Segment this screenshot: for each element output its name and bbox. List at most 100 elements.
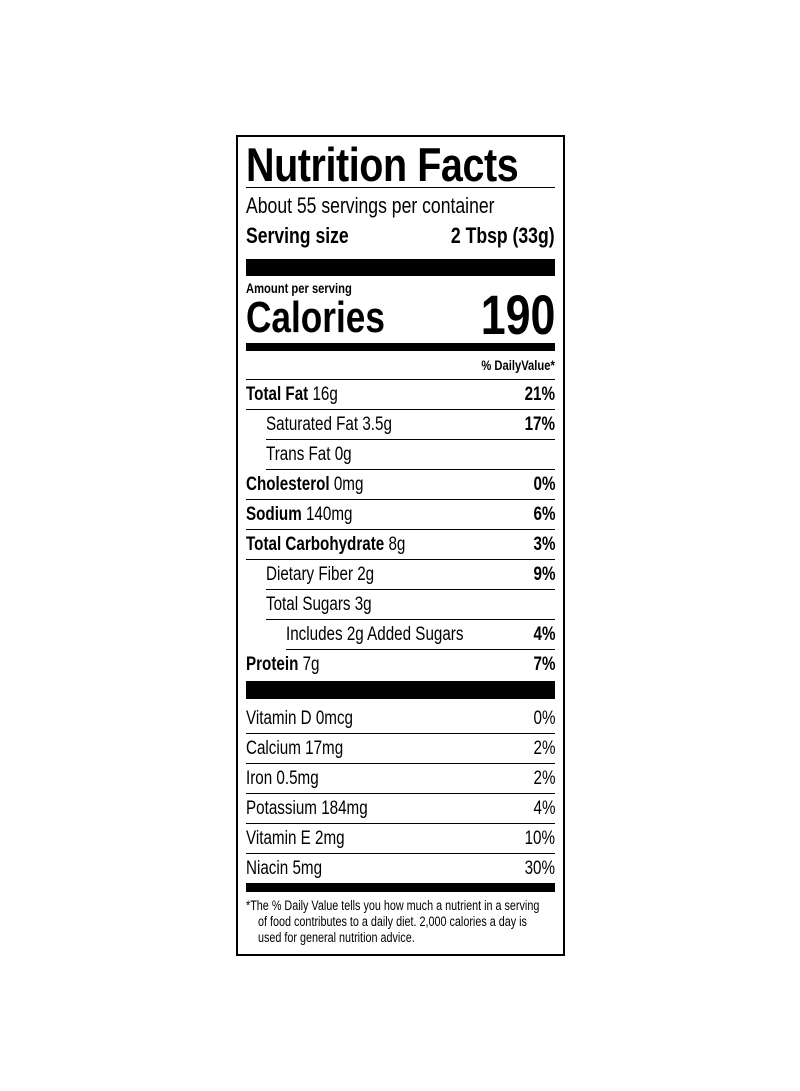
nutrient-label: Sodium xyxy=(246,504,302,525)
nutrient-amount: 3.5g xyxy=(362,414,392,435)
daily-value-text: 4% xyxy=(533,798,555,819)
nutrient-row: Dietary Fiber 2g 9% xyxy=(266,560,555,590)
nutrient-daily-value: 17% xyxy=(517,410,555,440)
vitamin-daily-value: 4% xyxy=(528,794,555,824)
serving-size-label-text: Serving size xyxy=(246,223,349,248)
vitamin-label: Vitamin E xyxy=(246,828,311,849)
label-title: Nutrition Facts xyxy=(246,139,570,191)
nutrient-amount: 8g xyxy=(388,534,406,555)
nutrient-daily-value: 7% xyxy=(528,650,555,680)
nutrient-row: Trans Fat 0g xyxy=(266,440,555,470)
thick-bar xyxy=(246,681,555,699)
daily-value-header-text: % DailyValue* xyxy=(481,357,555,373)
vitamin-daily-value: 30% xyxy=(517,854,555,884)
daily-value-text: 7% xyxy=(533,654,555,675)
daily-value-text: 9% xyxy=(533,564,555,585)
nutrient-daily-value: 6% xyxy=(528,500,555,530)
daily-value-text: 3% xyxy=(533,534,555,555)
nutrient-amount: 0mg xyxy=(333,474,364,495)
daily-value-text: 6% xyxy=(533,504,555,525)
vitamin-label: Potassium xyxy=(246,798,317,819)
footnote-line: of food contributes to a daily diet. 2,0… xyxy=(246,914,555,930)
calories-label: Calories xyxy=(246,293,420,343)
daily-value-text: 0% xyxy=(533,474,555,495)
footnote-line: *The % Daily Value tells you how much a … xyxy=(246,898,555,914)
nutrient-label: Total Fat xyxy=(246,384,309,405)
vitamin-daily-value: 0% xyxy=(528,704,555,734)
daily-value-text: 21% xyxy=(524,384,555,405)
nutrient-row: Protein 7g 7% xyxy=(246,650,555,679)
nutrient-daily-value: 9% xyxy=(528,560,555,590)
medium-bar xyxy=(246,343,555,351)
nutrient-label: Includes 2g Added Sugars xyxy=(286,624,464,645)
nutrient-name: Sodium 140mg xyxy=(246,500,352,530)
nutrient-row: Total Sugars 3g xyxy=(266,590,555,620)
nutrient-label: Total Sugars xyxy=(266,594,351,615)
footnote-line: used for general nutrition advice. xyxy=(246,930,555,946)
footnote-text: of food contributes to a daily diet. 2,0… xyxy=(258,914,527,929)
serving-size-value: 2 Tbsp (33g) xyxy=(425,222,555,250)
vitamin-name: Vitamin D 0mcg xyxy=(246,704,353,734)
nutrient-name: Cholesterol 0mg xyxy=(246,470,363,500)
vitamin-row: Potassium 184mg 4% xyxy=(246,794,555,824)
servings-text: About 55 servings per container xyxy=(246,193,495,218)
vitamin-name: Calcium 17mg xyxy=(246,734,343,764)
nutrient-row: Total Carbohydrate 8g 3% xyxy=(246,530,555,560)
nutrient-label: Total Carbohydrate xyxy=(246,534,385,555)
nutrient-label: Cholesterol xyxy=(246,474,330,495)
daily-value-header: % DailyValue* xyxy=(463,356,555,374)
footnote-text: *The % Daily Value tells you how much a … xyxy=(246,898,540,913)
nutrient-label: Dietary Fiber xyxy=(266,564,353,585)
daily-value-text: 4% xyxy=(533,624,555,645)
divider xyxy=(246,187,555,188)
daily-value-text: 17% xyxy=(524,414,555,435)
vitamin-name: Vitamin E 2mg xyxy=(246,824,345,854)
vitamin-amount: 184mg xyxy=(321,798,368,819)
amount-per-serving-text: Amount per serving xyxy=(246,280,352,296)
nutrient-amount: 0g xyxy=(334,444,352,465)
nutrient-amount: 2g xyxy=(357,564,375,585)
nutrient-label: Trans Fat xyxy=(266,444,331,465)
footnote: *The % Daily Value tells you how much a … xyxy=(246,898,555,946)
vitamin-label: Niacin xyxy=(246,858,289,879)
nutrient-daily-value: 4% xyxy=(528,620,555,650)
calories-value-text: 190 xyxy=(480,283,555,346)
vitamin-amount: 0mcg xyxy=(315,708,354,729)
vitamin-daily-value: 2% xyxy=(528,734,555,764)
nutrient-label: Protein xyxy=(246,654,299,675)
nutrient-name: Saturated Fat 3.5g xyxy=(266,410,392,440)
nutrient-name: Includes 2g Added Sugars xyxy=(286,620,463,650)
nutrient-row: Saturated Fat 3.5g 17% xyxy=(266,410,555,440)
vitamin-daily-value: 2% xyxy=(528,764,555,794)
vitamin-name: Niacin 5mg xyxy=(246,854,322,884)
vitamin-row: Iron 0.5mg 2% xyxy=(246,764,555,794)
vitamin-row: Vitamin E 2mg 10% xyxy=(246,824,555,854)
calories-label-text: Calories xyxy=(246,293,385,342)
nutrient-name: Protein 7g xyxy=(246,650,320,680)
nutrient-row: Sodium 140mg 6% xyxy=(246,500,555,530)
vitamin-name: Potassium 184mg xyxy=(246,794,368,824)
vitamin-row: Vitamin D 0mcg 0% xyxy=(246,704,555,734)
nutrient-row: Cholesterol 0mg 0% xyxy=(246,470,555,500)
amount-per-serving: Amount per serving xyxy=(246,280,378,296)
nutrient-amount: 140mg xyxy=(305,504,353,525)
vitamin-label: Calcium xyxy=(246,738,301,759)
nutrient-amount: 16g xyxy=(312,384,338,405)
vitamin-amount: 17mg xyxy=(305,738,344,759)
daily-value-text: 2% xyxy=(533,768,555,789)
nutrient-name: Total Sugars 3g xyxy=(266,590,372,620)
nutrient-daily-value: 3% xyxy=(528,530,555,560)
vitamin-amount: 2mg xyxy=(315,828,345,849)
nutrient-name: Dietary Fiber 2g xyxy=(266,560,374,590)
title-text: Nutrition Facts xyxy=(246,138,519,191)
divider xyxy=(246,379,555,380)
nutrient-daily-value: 21% xyxy=(517,380,555,410)
nutrition-facts-label: Nutrition Facts About 55 servings per co… xyxy=(236,135,565,956)
footnote-text: used for general nutrition advice. xyxy=(258,930,415,945)
servings-per-container: About 55 servings per container xyxy=(246,192,557,220)
nutrient-label: Saturated Fat xyxy=(266,414,359,435)
nutrient-amount: 3g xyxy=(354,594,372,615)
nutrient-amount: 7g xyxy=(302,654,320,675)
vitamin-row: Calcium 17mg 2% xyxy=(246,734,555,764)
serving-size-label: Serving size xyxy=(246,222,374,250)
